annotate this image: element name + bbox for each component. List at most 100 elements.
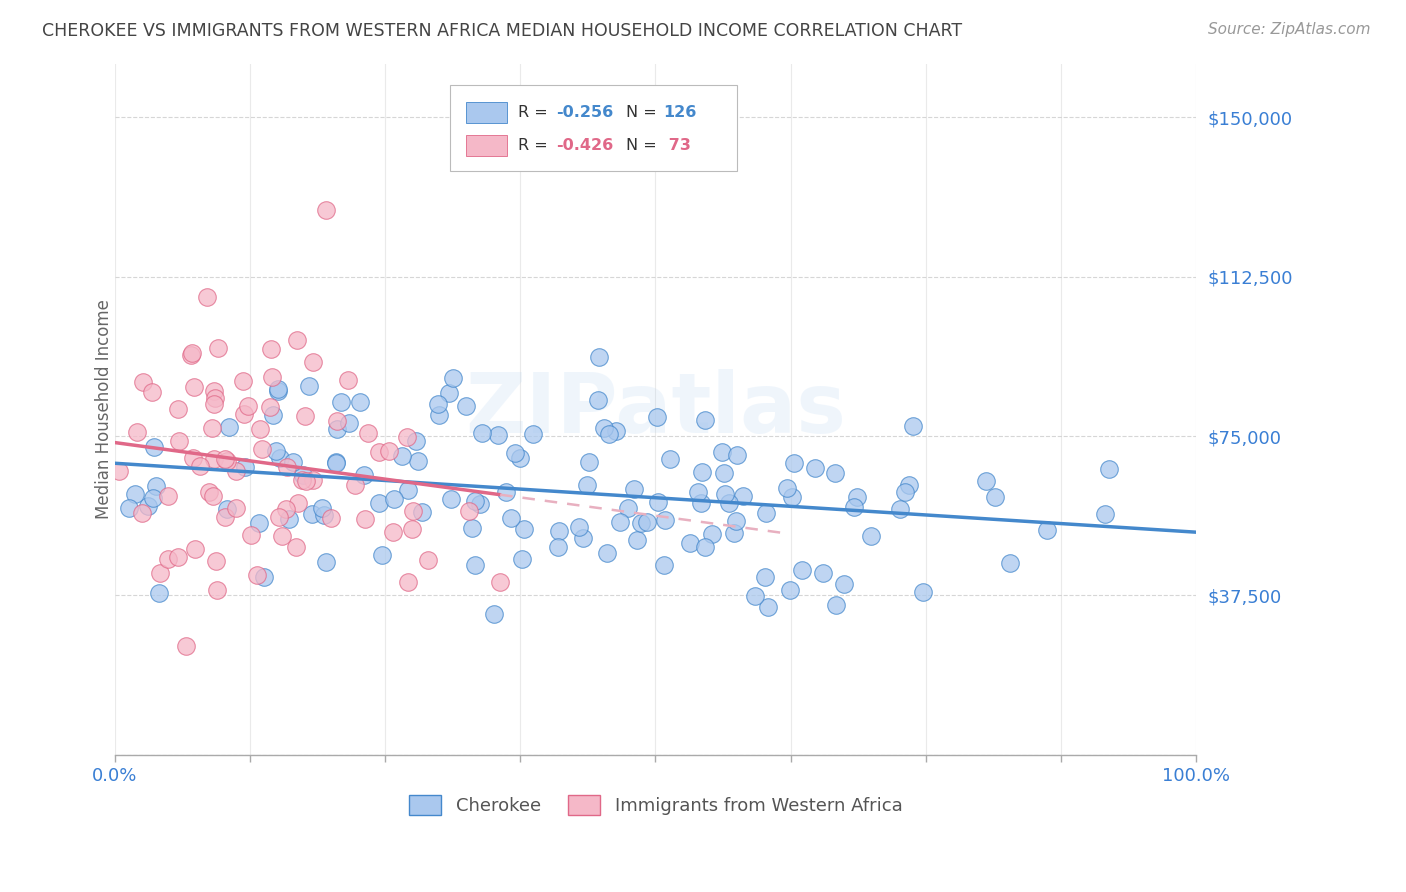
Point [458,504,481,518]
Point [468,497,491,511]
Point [195,291,218,305]
Point [576,478,599,492]
Text: N =: N = [626,138,662,153]
Point [401,522,423,536]
Point [630,516,652,530]
Point [713,467,735,481]
Point [733,489,755,503]
Point [337,416,360,430]
Point [654,513,676,527]
Point [169,434,191,448]
Point [132,376,155,390]
Point [267,509,290,524]
Point [783,456,806,470]
Point [461,521,484,535]
Point [723,525,745,540]
Point [247,516,270,530]
Point [775,481,797,495]
Point [202,452,225,467]
Point [181,346,204,360]
Point [124,487,146,501]
Point [744,590,766,604]
Point [357,425,380,440]
Point [464,558,486,573]
Point [138,499,160,513]
Point [790,563,813,577]
Y-axis label: Median Household Income: Median Household Income [96,300,112,519]
Point [131,506,153,520]
Point [207,341,229,355]
Point [405,434,427,449]
Point [804,460,827,475]
Text: -0.256: -0.256 [555,105,613,120]
Point [1098,461,1121,475]
Point [312,508,335,522]
Point [225,501,247,516]
Point [205,583,228,598]
Point [271,529,294,543]
Point [391,449,413,463]
Point [713,487,735,501]
Point [302,355,325,369]
Point [349,394,371,409]
Text: CHEROKEE VS IMMIGRANTS FROM WESTERN AFRICA MEDIAN HOUSEHOLD INCOME CORRELATION C: CHEROKEE VS IMMIGRANTS FROM WESTERN AFRI… [42,22,962,40]
Point [756,600,779,615]
Point [499,510,522,524]
FancyBboxPatch shape [467,102,508,123]
Point [302,473,325,487]
Point [325,456,347,470]
Point [166,549,188,564]
Point [718,496,741,510]
Point [141,384,163,399]
Point [510,552,533,566]
Point [202,384,225,398]
Point [336,373,359,387]
Point [690,465,713,479]
Point [396,430,419,444]
Point [149,566,172,581]
Point [232,374,254,388]
Point [371,548,394,562]
Point [724,514,747,528]
Point [214,451,236,466]
Point [755,506,778,520]
Text: ZIPatlas: ZIPatlas [465,369,846,450]
Point [889,502,911,516]
Point [598,427,620,442]
Point [418,552,440,566]
Point [495,485,517,500]
Point [659,451,682,466]
Point [181,450,204,465]
Point [266,384,288,398]
Point [259,401,281,415]
Point [647,410,669,425]
Text: R =: R = [519,105,553,120]
Point [894,485,917,500]
Point [578,455,600,469]
Point [157,552,180,566]
Point [859,528,882,542]
Point [824,467,846,481]
Point [505,446,527,460]
Point [198,484,221,499]
Point [695,412,717,426]
Point [686,485,709,500]
Point [156,489,179,503]
Text: 73: 73 [664,138,690,153]
Point [301,507,323,521]
Point [901,419,924,434]
Point [214,510,236,524]
Point [298,379,321,393]
Point [246,568,269,582]
Point [700,526,723,541]
Point [911,584,934,599]
Point [267,382,290,396]
Point [264,443,287,458]
Point [626,533,648,547]
Point [311,500,333,515]
Point [652,558,675,572]
Point [204,392,226,406]
Point [382,491,405,506]
Text: 126: 126 [664,105,696,120]
Point [845,490,868,504]
